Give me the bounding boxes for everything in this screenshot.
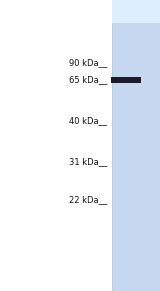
- Bar: [112, 0, 160, 291]
- Text: 22 kDa__: 22 kDa__: [69, 195, 107, 204]
- Text: 31 kDa__: 31 kDa__: [69, 157, 107, 166]
- Bar: [111, 77, 141, 83]
- Text: 40 kDa__: 40 kDa__: [69, 116, 107, 125]
- Text: 65 kDa__: 65 kDa__: [69, 76, 107, 84]
- Text: 90 kDa__: 90 kDa__: [69, 58, 107, 67]
- Bar: [112, 0, 160, 23]
